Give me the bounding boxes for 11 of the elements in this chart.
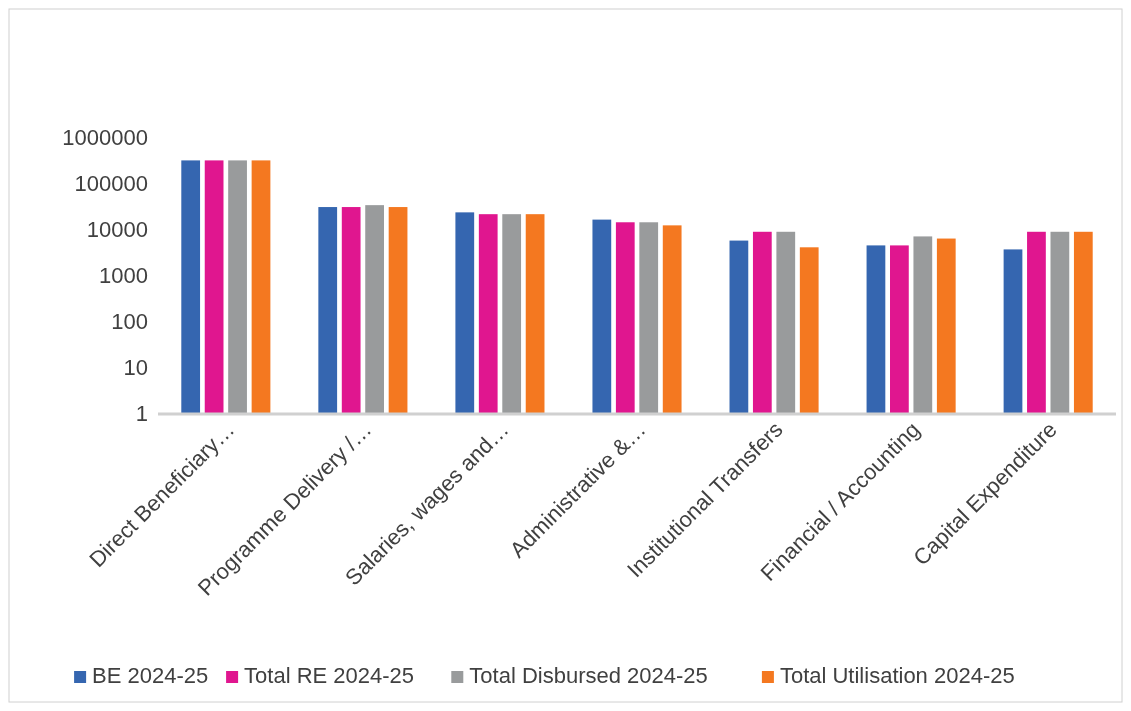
y-tick-label: 10000 — [86, 216, 148, 242]
y-tick-label: 100000 — [74, 170, 148, 196]
y-tick-label: 1000000 — [62, 124, 148, 150]
legend-label: Total RE 2024-25 — [244, 663, 415, 688]
legend-label: BE 2024-25 — [92, 663, 209, 688]
y-tick-label: 1 — [135, 400, 148, 426]
y-tick-label: 100 — [111, 308, 148, 334]
legend-label: Total Utilisation 2024-25 — [779, 663, 1015, 688]
y-tick-label: 10 — [123, 354, 148, 380]
legend-label: Total Disbursed 2024-25 — [469, 663, 708, 688]
y-tick-label: 1000 — [99, 262, 148, 288]
